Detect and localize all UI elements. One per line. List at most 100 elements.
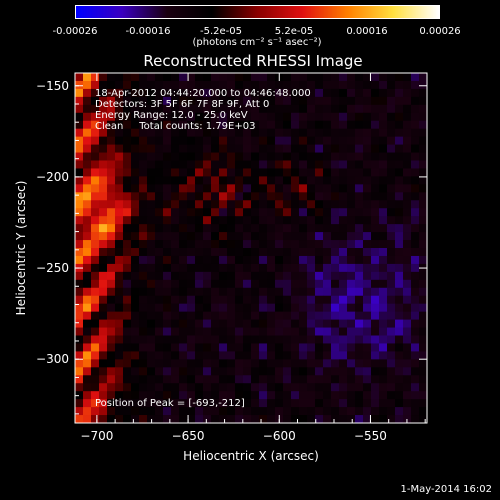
heatmap-cell [219, 383, 228, 392]
heatmap-cell [179, 73, 188, 82]
heatmap-cell [235, 271, 244, 281]
heatmap-cell [115, 383, 124, 392]
heatmap-cell [195, 136, 204, 145]
heatmap-cell [243, 375, 252, 384]
heatmap-cell [195, 367, 204, 376]
heatmap-cell [259, 240, 268, 249]
heatmap-cell [131, 200, 140, 209]
heatmap-cell [147, 407, 156, 416]
heatmap-cell [123, 319, 132, 328]
colorbar-units: (photons cm⁻² s⁻¹ asec⁻²) [192, 37, 322, 48]
heatmap-cell [155, 88, 164, 98]
heatmap-cell [259, 407, 268, 416]
heatmap-cell [163, 208, 172, 217]
heatmap-cell [387, 311, 396, 320]
heatmap-cell [283, 120, 292, 130]
heatmap-cell [91, 279, 100, 289]
heatmap-cell [283, 248, 292, 257]
heatmap-cell [155, 287, 164, 297]
heatmap-cell [379, 295, 388, 305]
heatmap-cell [123, 351, 132, 360]
heatmap-cell [227, 80, 236, 90]
heatmap-cell [355, 263, 364, 273]
heatmap-cell [107, 80, 116, 90]
heatmap-cell [227, 168, 236, 177]
heatmap-cell [291, 248, 300, 257]
heatmap-cell [179, 367, 188, 376]
heatmap-cell [219, 391, 228, 400]
heatmap-cell [91, 128, 100, 138]
heatmap-cell [331, 176, 340, 185]
heatmap-cell [131, 144, 140, 153]
heatmap-cell [347, 200, 356, 209]
heatmap-cell [291, 128, 300, 138]
heatmap-cell [419, 327, 428, 336]
heatmap-cell [131, 80, 140, 90]
heatmap-cell [291, 224, 300, 233]
heatmap-cell [171, 240, 180, 249]
heatmap-cell [283, 279, 292, 289]
heatmap-cell [243, 120, 252, 130]
heatmap-cell [195, 399, 204, 408]
heatmap-cell [83, 375, 92, 384]
heatmap-cell [171, 287, 180, 297]
heatmap-cell [315, 160, 324, 169]
heatmap-cell [243, 168, 252, 177]
heatmap-cell [91, 112, 100, 122]
heatmap-cell [83, 120, 92, 130]
heatmap-cell [291, 104, 300, 114]
heatmap-cell [259, 104, 268, 114]
heatmap-cell [243, 216, 252, 225]
heatmap-cell [379, 232, 388, 241]
heatmap-cell [155, 168, 164, 177]
heatmap-cell [75, 168, 84, 177]
colorbar-tick-label: 5.2e-05 [274, 26, 314, 37]
heatmap-cell [331, 104, 340, 114]
heatmap-cell [275, 383, 284, 392]
heatmap-cell [243, 104, 252, 114]
heatmap-cell [387, 200, 396, 209]
heatmap-cell [299, 240, 308, 249]
heatmap-cell [99, 248, 108, 257]
heatmap-cell [267, 295, 276, 305]
heatmap-cell [323, 248, 332, 257]
heatmap-cell [195, 88, 204, 98]
heatmap-cell [243, 232, 252, 241]
heatmap-cell [251, 200, 260, 209]
heatmap-cell [283, 343, 292, 352]
heatmap-cell [283, 80, 292, 90]
heatmap-cell [363, 271, 372, 281]
heatmap-cell [339, 407, 348, 416]
heatmap-cell [403, 192, 412, 201]
heatmap-cell [371, 96, 380, 106]
heatmap-cell [211, 319, 220, 328]
heatmap-cell [299, 184, 308, 193]
heatmap-cell [379, 200, 388, 209]
heatmap-cell [187, 152, 196, 161]
heatmap-cell [187, 335, 196, 344]
heatmap-cell [355, 120, 364, 130]
heatmap-cell [315, 407, 324, 416]
heatmap-cell [91, 391, 100, 400]
heatmap-cell [219, 248, 228, 257]
heatmap-cell [99, 80, 108, 90]
heatmap-cell [411, 335, 420, 344]
heatmap-cell [227, 327, 236, 336]
method-counts-text: Clean Total counts: 1.79E+03 [95, 121, 256, 132]
heatmap-cell [123, 399, 132, 408]
heatmap-cell [235, 200, 244, 209]
heatmap-cell [251, 255, 260, 265]
heatmap-cell [123, 176, 132, 185]
heatmap-cell [243, 160, 252, 169]
heatmap-cell [243, 351, 252, 360]
heatmap-cell [155, 73, 164, 82]
heatmap-cell [235, 399, 244, 408]
heatmap-cell [195, 144, 204, 153]
heatmap-cell [179, 224, 188, 233]
x-tick-label: −550 [354, 429, 387, 443]
heatmap-cell [355, 383, 364, 392]
heatmap-cell [307, 88, 316, 98]
heatmap-cell [163, 136, 172, 145]
heatmap-cell [155, 232, 164, 241]
heatmap-cell [419, 200, 428, 209]
